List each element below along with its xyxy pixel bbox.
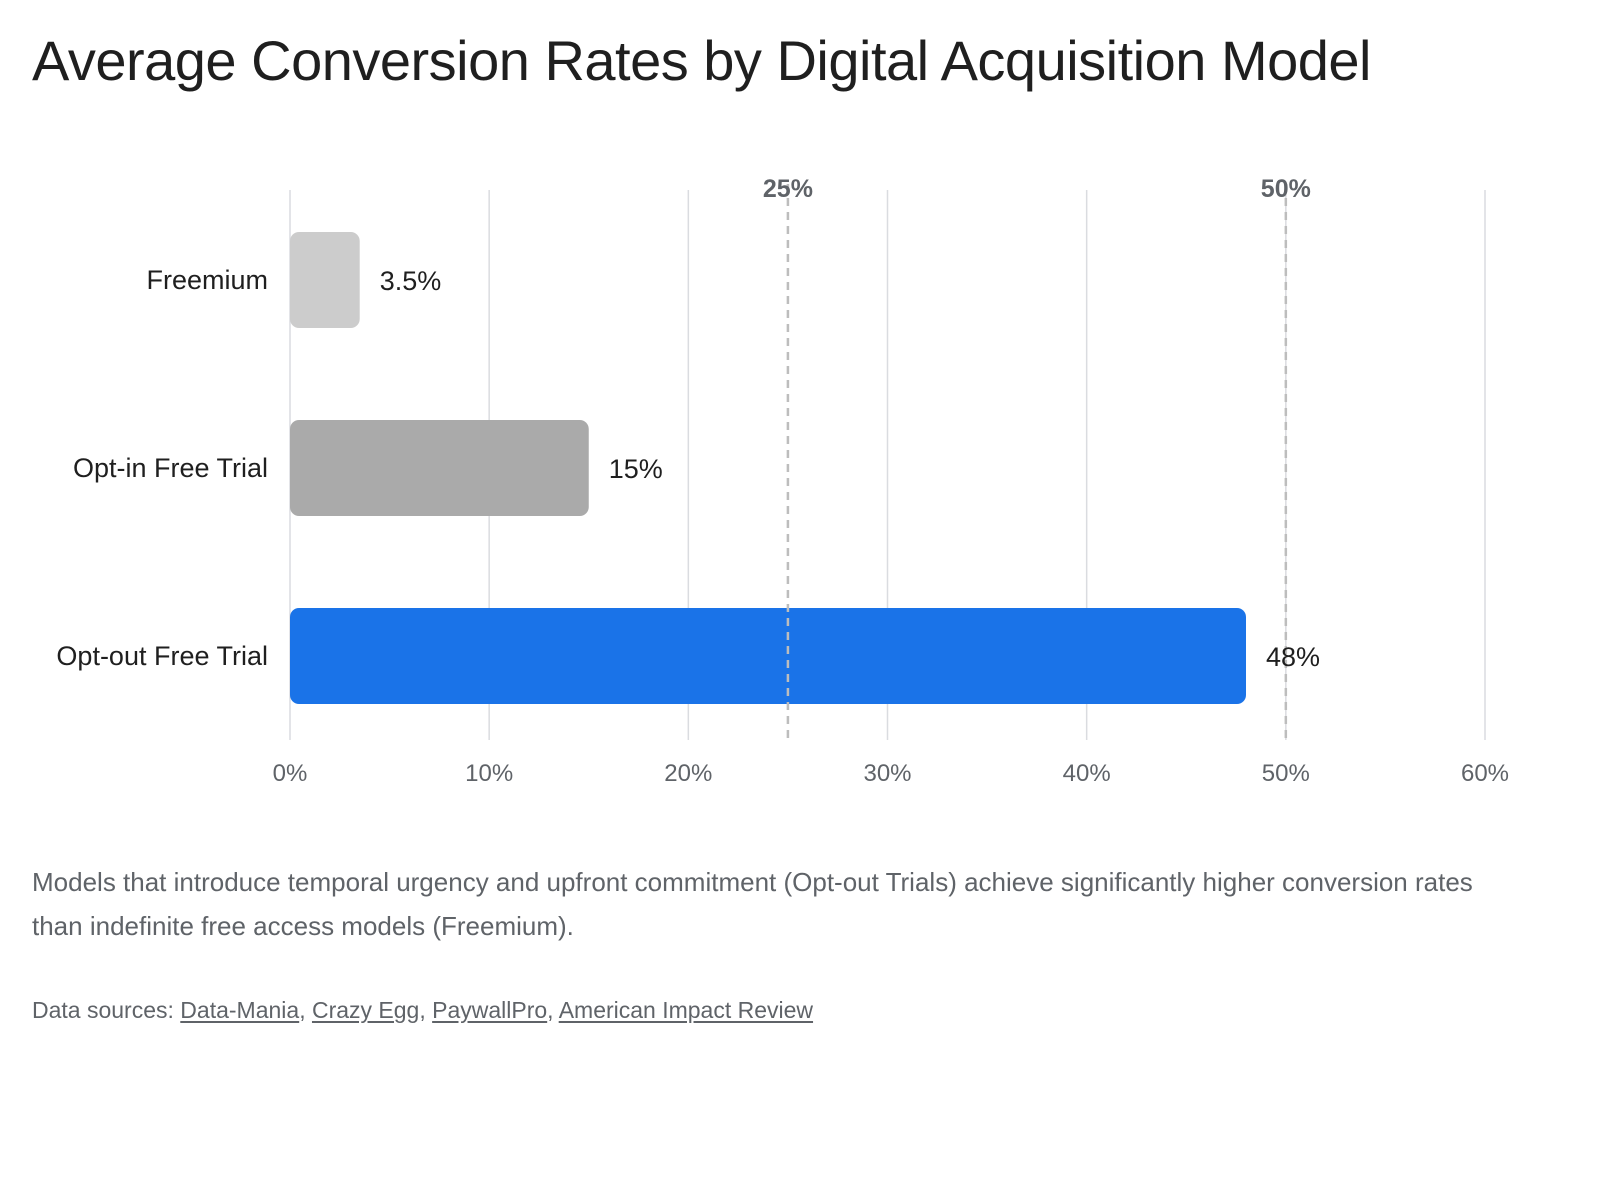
x-tick-label: 60% bbox=[1461, 760, 1509, 787]
x-tick-label: 50% bbox=[1262, 760, 1310, 787]
bar-chart: 0% 10% 20% 30% 40% 50% 60% Freemium 3.5% Opt-in F… bbox=[56, 175, 1509, 787]
data-sources: Data sources: Data-Mania, Crazy Egg, Pay… bbox=[32, 997, 813, 1024]
x-tick-label: 40% bbox=[1063, 760, 1111, 787]
bar bbox=[290, 232, 360, 328]
sources-separator: , bbox=[547, 997, 559, 1023]
sources-separator: , bbox=[299, 997, 312, 1023]
source-link-crazy-egg[interactable]: Crazy Egg bbox=[311, 997, 420, 1023]
x-tick-label: 30% bbox=[863, 760, 911, 787]
source-link-american-impact-review[interactable]: American Impact Review bbox=[558, 997, 814, 1023]
data-label: 48% bbox=[1266, 642, 1320, 672]
x-tick-label: 20% bbox=[664, 760, 712, 787]
x-tick-label: 10% bbox=[465, 760, 513, 787]
reference-lines bbox=[786, 184, 1288, 740]
chart-title: Average Conversion Rates by Digital Acqu… bbox=[32, 29, 1371, 92]
labels: 0% 10% 20% 30% 40% 50% 60% Freemium 3.5% Opt-in F… bbox=[56, 175, 1509, 787]
category-label: Opt-out Free Trial bbox=[56, 641, 268, 671]
category-label: Opt-in Free Trial bbox=[73, 453, 268, 483]
x-tick-label: 0% bbox=[273, 760, 308, 787]
source-link-data-mania[interactable]: Data-Mania bbox=[180, 997, 300, 1023]
source-link-paywallpro[interactable]: PaywallPro bbox=[432, 997, 548, 1023]
bars bbox=[290, 232, 1246, 704]
sources-separator: , bbox=[419, 997, 433, 1023]
reference-line-label: 50% bbox=[1261, 175, 1311, 203]
data-label: 15% bbox=[609, 454, 663, 484]
category-label: Freemium bbox=[146, 265, 268, 295]
bar bbox=[290, 608, 1246, 704]
data-label: 3.5% bbox=[380, 266, 442, 296]
bar bbox=[290, 420, 589, 516]
reference-line-label: 25% bbox=[763, 175, 813, 203]
chart-caption: Models that introduce temporal urgency a… bbox=[32, 867, 1473, 941]
sources-prefix: Data sources: bbox=[32, 997, 181, 1023]
